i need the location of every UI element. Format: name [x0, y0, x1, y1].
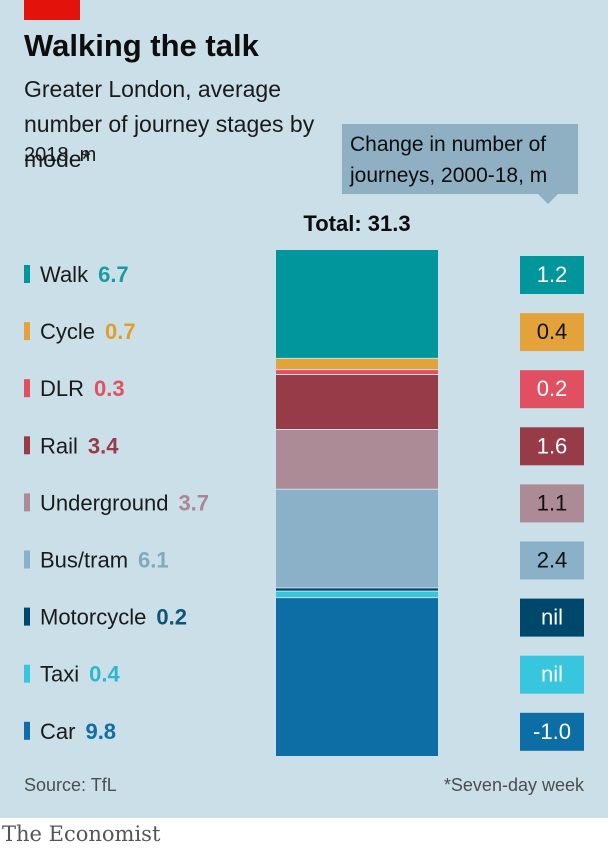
change-box-underground: [520, 484, 584, 523]
bar-segment-underground: [276, 429, 438, 490]
legend-label: Motorcycle: [40, 605, 146, 630]
legend-item-walk: Walk 6.7: [40, 262, 129, 287]
legend-swatch-walk: [24, 265, 30, 283]
chart-subtitle: Greater London, average number of journe…: [24, 76, 315, 172]
legend-value: 3.4: [88, 433, 119, 458]
legend-value: 3.7: [178, 490, 209, 515]
change-box-walk: [520, 256, 584, 294]
legend-label: Underground: [40, 490, 168, 515]
bar-segment-walk: [276, 250, 438, 359]
legend-swatch-bus-tram: [24, 550, 30, 569]
legend-value: 6.1: [138, 548, 169, 573]
bar-segment-rail: [276, 374, 438, 430]
brand-wordmark: The Economist: [2, 822, 161, 846]
change-box-cycle: [520, 313, 584, 352]
legend-swatch-rail: [24, 436, 30, 455]
legend-value: 0.4: [89, 662, 120, 687]
legend-item-motorcycle: Motorcycle 0.2: [40, 605, 187, 630]
change-value-motorcycle: nil: [541, 605, 563, 630]
legend-label: Rail: [40, 433, 78, 458]
legend-value: 0.2: [156, 605, 187, 630]
legend-item-car: Car 9.8: [40, 719, 116, 744]
legend-value: 0.7: [105, 319, 136, 344]
legend-label: Taxi: [40, 662, 79, 687]
brand-red-bar: [24, 0, 80, 20]
legend-label: Walk: [40, 262, 89, 287]
change-value-cycle: 0.4: [537, 319, 568, 344]
legend-value: 9.8: [85, 719, 116, 744]
legend-item-cycle: Cycle 0.7: [40, 319, 136, 344]
change-box-taxi: [520, 655, 584, 694]
change-value-underground: 1.1: [537, 490, 568, 515]
change-callout: Change in number of journeys, 2000-18, m: [342, 124, 578, 194]
footnote: *Seven-day week: [443, 775, 584, 795]
change-value-dlr: 0.2: [537, 376, 568, 401]
legend-item-dlr: DLR 0.3: [40, 376, 125, 401]
change-box-car: [520, 712, 584, 751]
bar-segment-taxi: [276, 591, 438, 598]
source-note: Source: TfL: [24, 775, 117, 795]
legend-swatch-cycle: [24, 322, 30, 341]
change-value-taxi: nil: [541, 662, 563, 687]
chart-unit: 2018, m: [24, 144, 97, 166]
change-box-motorcycle: [520, 598, 584, 637]
change-box-dlr: [520, 370, 584, 409]
legend-label: Cycle: [40, 319, 95, 344]
legend-swatch-motorcycle: [24, 607, 30, 626]
legend-item-rail: Rail 3.4: [40, 433, 119, 458]
legend-value: 0.3: [94, 376, 125, 401]
legend-swatch-taxi: [24, 664, 30, 683]
change-value-car: -1.0: [533, 719, 571, 744]
bar-segment-bus-tram: [276, 489, 438, 588]
legend-label: Bus/tram: [40, 548, 128, 573]
change-value-bus-tram: 2.4: [537, 548, 568, 573]
change-value-rail: 1.6: [537, 433, 568, 458]
legend-label: DLR: [40, 376, 84, 401]
legend-swatch-car: [24, 721, 30, 740]
change-box-rail: [520, 427, 584, 466]
bar-segment-motorcycle: [276, 587, 438, 592]
chart-title: Walking the talk: [24, 28, 259, 63]
legend-item-bus-tram: Bus/tram 6.1: [40, 548, 169, 573]
legend-label: Car: [40, 719, 75, 744]
callout-pointer: [538, 194, 558, 204]
legend-item-taxi: Taxi 0.4: [40, 662, 120, 687]
bar-segment-car: [276, 597, 438, 756]
legend-value: 6.7: [98, 262, 129, 287]
bar-segment-cycle: [276, 358, 438, 370]
change-value-walk: 1.2: [537, 262, 568, 287]
legend-swatch-underground: [24, 493, 30, 512]
total-label: Total: 31.3: [303, 211, 411, 236]
legend-item-underground: Underground 3.7: [40, 490, 209, 515]
stacked-bar-chart: Walk 6.7 1.2 Cycle 0.7 0.4 DLR 0.3 0.2 Rail 3.4 1.6…: [24, 250, 584, 756]
legend-swatch-dlr: [24, 379, 30, 398]
change-box-bus-tram: [520, 541, 584, 580]
bar-segment-dlr: [276, 369, 438, 375]
